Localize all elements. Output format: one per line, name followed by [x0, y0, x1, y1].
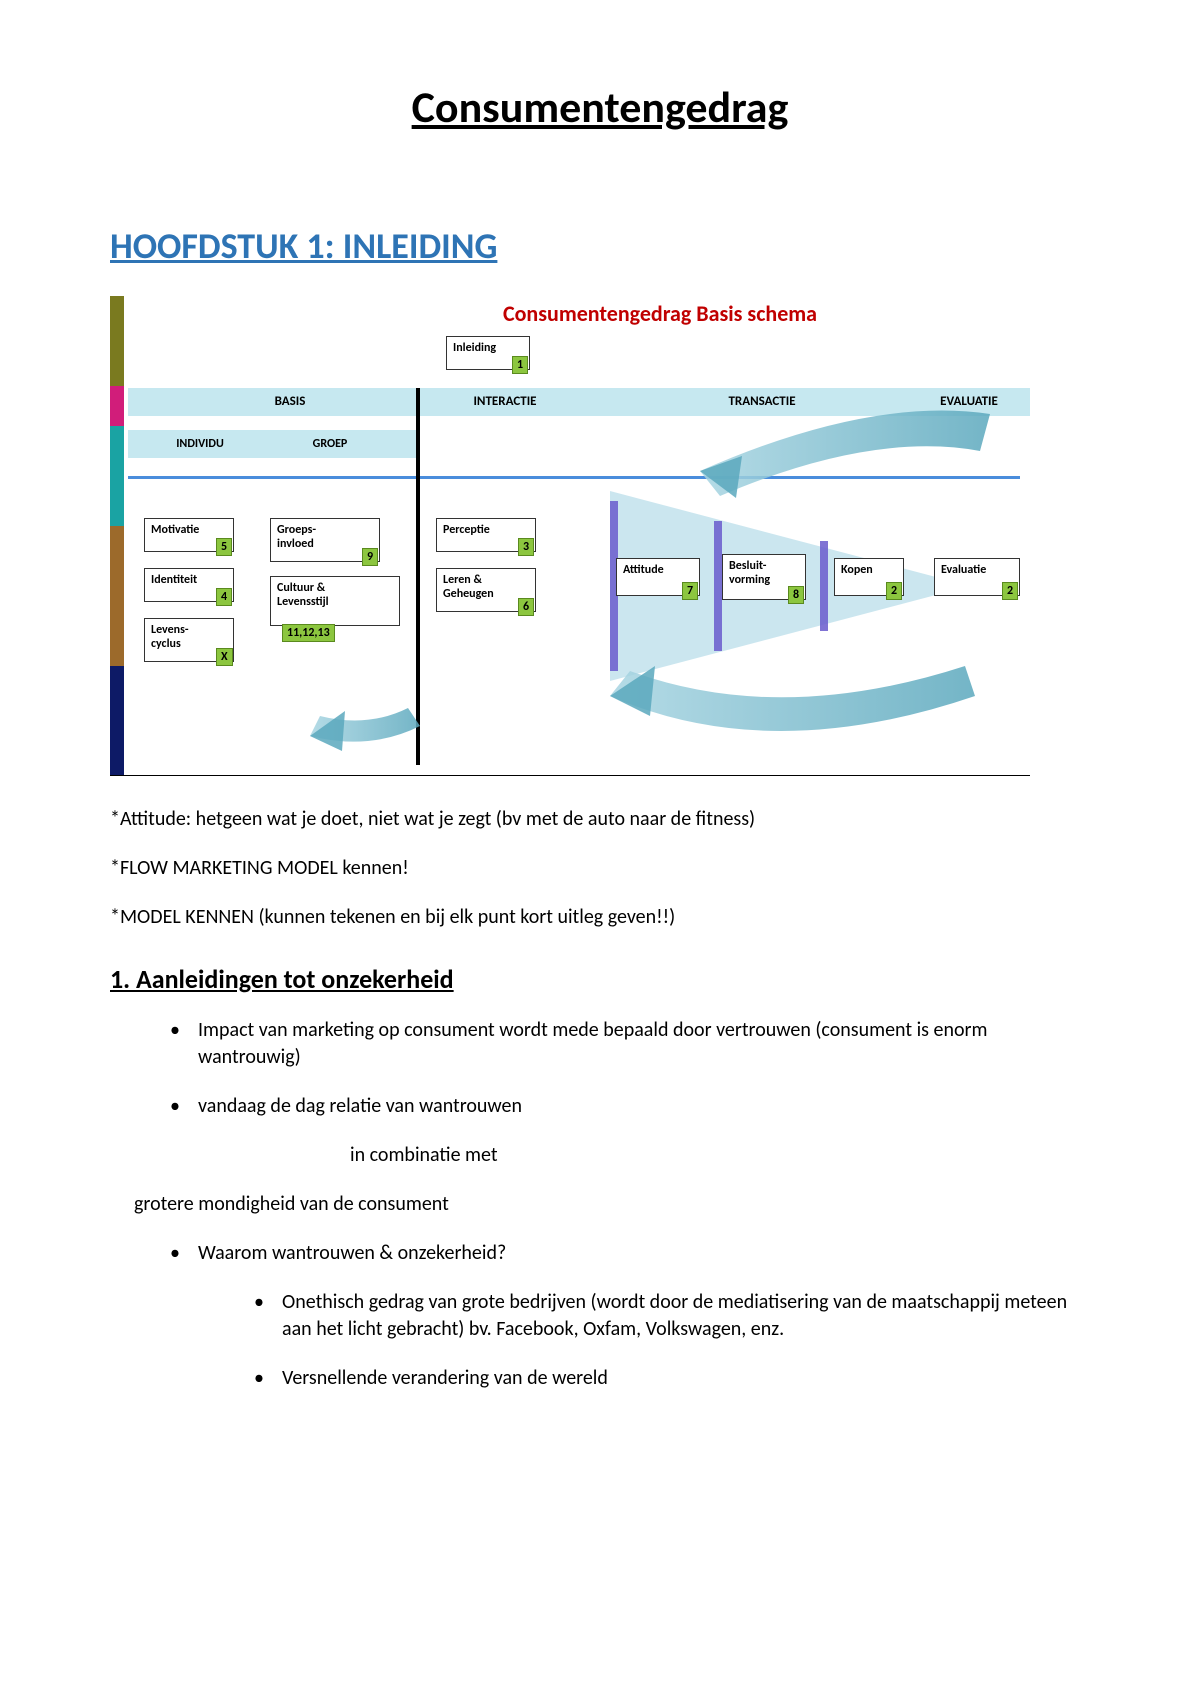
- chapter-badge: 6: [518, 598, 534, 616]
- leftbar-segment: [110, 386, 124, 426]
- list-item: Onethisch gedrag van grote bedrijven (wo…: [254, 1289, 1090, 1343]
- list-item: Impact van marketing op consument wordt …: [170, 1017, 1090, 1071]
- chapter-badge: 7: [682, 582, 698, 600]
- leftbar-segment: [110, 666, 124, 776]
- column-header: INTERACTIE: [430, 388, 580, 416]
- chapter-badge: 2: [886, 582, 902, 600]
- list-item-label: Waarom wantrouwen & onzekerheid?: [198, 1241, 506, 1265]
- body-line: grotere mondigheid van de consument: [134, 1191, 1090, 1218]
- document-title: Consumentengedrag: [110, 80, 1090, 134]
- diagram-vline-black: [416, 388, 420, 765]
- chapter-badge: 2: [1002, 582, 1018, 600]
- list-item: vandaag de dag relatie van wantrouwen: [170, 1093, 1090, 1120]
- concept-box-groep: Cultuur &Levensstijl: [270, 576, 400, 626]
- chapter-badge: 4: [216, 588, 232, 606]
- purple-bar: [714, 521, 722, 651]
- indented-line: in combinatie met: [350, 1142, 1090, 1169]
- note-line: *Attitude: hetgeen wat je doet, niet wat…: [110, 806, 1090, 833]
- bullet-list: Waarom wantrouwen & onzekerheid? Onethis…: [110, 1240, 1090, 1392]
- basis-schema-diagram: Consumentengedrag Basis schema BASIS INTE…: [110, 296, 1030, 776]
- chapter-badge: 5: [216, 538, 232, 556]
- leftbar-segment: [110, 426, 124, 526]
- sub-column-header: GROEP: [270, 430, 390, 458]
- section-title: 1. Aanleidingen tot onzekerheid: [110, 963, 1090, 995]
- sub-column-header: INDIVIDU: [140, 430, 260, 458]
- chapter-badge: 11,12,13: [282, 624, 335, 642]
- chapter-title: HOOFDSTUK 1: INLEIDING: [110, 224, 1090, 268]
- note-line: *FLOW MARKETING MODEL kennen!: [110, 855, 1090, 882]
- list-item: Versnellende verandering van de wereld: [254, 1365, 1090, 1392]
- diagram-title: Consumentengedrag Basis schema: [310, 300, 1010, 327]
- bullet-list: Impact van marketing op consument wordt …: [110, 1017, 1090, 1120]
- diagram-hline: [128, 476, 1020, 479]
- chapter-badge: 1: [512, 356, 528, 374]
- chapter-badge: 8: [788, 586, 804, 604]
- note-line: *MODEL KENNEN (kunnen tekenen en bij elk…: [110, 904, 1090, 931]
- column-header: EVALUATIE: [910, 388, 1028, 416]
- column-header: TRANSACTIE: [640, 388, 884, 416]
- column-header: BASIS: [170, 388, 410, 416]
- nested-bullet-list: Onethisch gedrag van grote bedrijven (wo…: [198, 1289, 1090, 1392]
- chapter-badge: 3: [518, 538, 534, 556]
- leftbar-segment: [110, 526, 124, 666]
- list-item: Waarom wantrouwen & onzekerheid? Onethis…: [170, 1240, 1090, 1392]
- leftbar-segment: [110, 296, 124, 386]
- chapter-badge: X: [216, 648, 233, 666]
- chapter-badge: 9: [362, 548, 378, 566]
- purple-bar: [820, 541, 828, 631]
